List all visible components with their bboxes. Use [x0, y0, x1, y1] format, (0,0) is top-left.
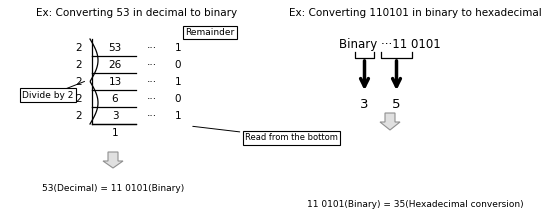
- Text: Ex: Converting 110101 in binary to hexadecimal: Ex: Converting 110101 in binary to hexad…: [289, 8, 541, 18]
- Text: 3: 3: [360, 98, 368, 111]
- Text: 1: 1: [175, 43, 182, 53]
- Text: 2: 2: [75, 60, 82, 70]
- Text: Binary ···11 0101: Binary ···11 0101: [339, 38, 441, 51]
- Text: 13: 13: [108, 77, 122, 87]
- Text: 6: 6: [112, 94, 118, 104]
- Text: ···: ···: [147, 111, 157, 121]
- Polygon shape: [380, 113, 400, 130]
- Text: 2: 2: [75, 77, 82, 87]
- Text: ···: ···: [147, 94, 157, 104]
- Text: ···: ···: [147, 43, 157, 53]
- Text: 1: 1: [112, 128, 118, 138]
- Text: 26: 26: [108, 60, 122, 70]
- Text: Read from the bottom: Read from the bottom: [192, 126, 338, 142]
- Text: 1: 1: [175, 77, 182, 87]
- Text: 2: 2: [75, 94, 82, 104]
- Polygon shape: [103, 152, 123, 168]
- Text: 53: 53: [108, 43, 122, 53]
- Text: 0: 0: [175, 94, 182, 104]
- Text: 11 0101(Binary) = 35(Hexadecimal conversion): 11 0101(Binary) = 35(Hexadecimal convers…: [307, 200, 523, 209]
- Text: Ex: Converting 53 in decimal to binary: Ex: Converting 53 in decimal to binary: [36, 8, 238, 18]
- Text: Remainder: Remainder: [185, 28, 235, 37]
- Text: 5: 5: [392, 98, 401, 111]
- Text: 53(Decimal) = 11 0101(Binary): 53(Decimal) = 11 0101(Binary): [42, 184, 184, 193]
- Text: 2: 2: [75, 111, 82, 121]
- Text: ···: ···: [147, 77, 157, 87]
- Text: 2: 2: [75, 43, 82, 53]
- Text: Divide by 2: Divide by 2: [22, 91, 73, 100]
- Text: 3: 3: [112, 111, 118, 121]
- Text: 1: 1: [175, 111, 182, 121]
- Text: ···: ···: [147, 60, 157, 70]
- Text: 0: 0: [175, 60, 182, 70]
